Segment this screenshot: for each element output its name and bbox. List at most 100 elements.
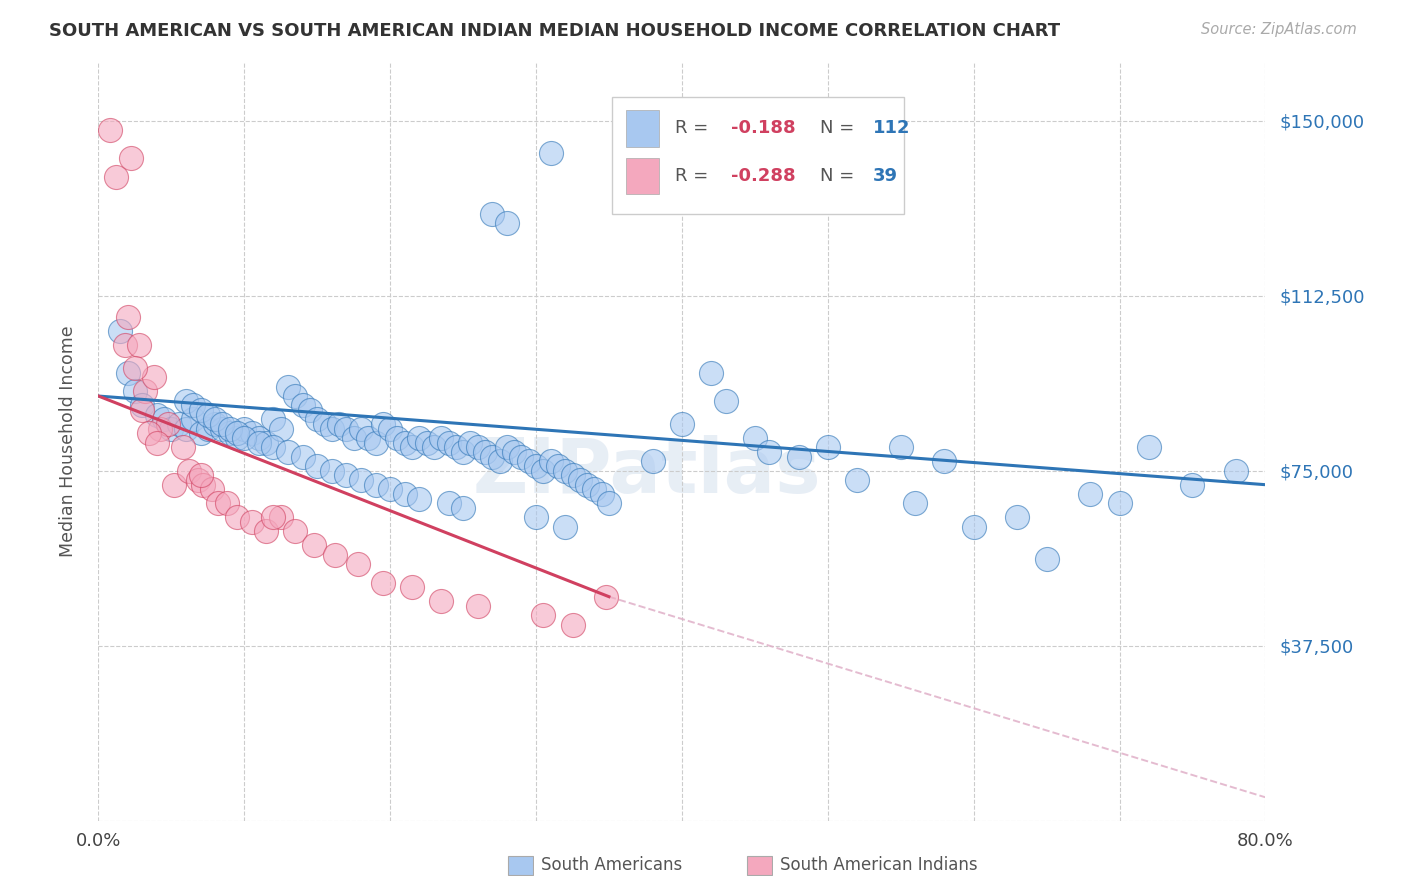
Point: [444, 441, 467, 455]
Point: [524, 510, 547, 524]
Point: [201, 483, 224, 497]
Point: [149, 422, 172, 436]
Point: [117, 310, 139, 324]
Text: South American Indians: South American Indians: [780, 856, 979, 874]
Point: [190, 468, 212, 483]
Point: [350, 422, 373, 436]
Point: [197, 422, 219, 436]
Point: [298, 403, 321, 417]
FancyBboxPatch shape: [626, 111, 658, 146]
Point: [496, 216, 519, 230]
Point: [146, 408, 169, 422]
Point: [364, 477, 387, 491]
Point: [451, 501, 474, 516]
Point: [1181, 477, 1204, 491]
Point: [371, 417, 394, 431]
Point: [247, 431, 270, 445]
Point: [561, 617, 583, 632]
Point: [1137, 441, 1160, 455]
FancyBboxPatch shape: [747, 855, 772, 875]
Point: [146, 435, 169, 450]
Point: [181, 412, 204, 426]
Point: [335, 422, 357, 436]
Point: [758, 445, 780, 459]
Point: [583, 483, 606, 497]
Point: [134, 384, 156, 399]
Point: [904, 496, 927, 510]
Point: [547, 458, 569, 473]
Y-axis label: Median Household Income: Median Household Income: [59, 326, 77, 558]
Point: [167, 417, 190, 431]
Point: [215, 496, 238, 510]
Point: [357, 431, 380, 445]
Point: [197, 408, 219, 422]
Point: [323, 548, 346, 562]
Point: [193, 477, 215, 491]
Point: [284, 524, 307, 539]
Point: [423, 441, 446, 455]
Point: [415, 435, 437, 450]
Point: [531, 608, 554, 623]
Point: [430, 594, 453, 608]
Point: [211, 417, 233, 431]
Point: [218, 422, 240, 436]
Point: [207, 496, 229, 510]
Point: [163, 477, 186, 491]
Point: [218, 426, 240, 441]
Point: [524, 458, 547, 473]
Point: [568, 473, 591, 487]
Point: [307, 458, 329, 473]
Point: [641, 454, 664, 468]
Point: [321, 422, 343, 436]
Point: [314, 417, 336, 431]
Point: [277, 380, 299, 394]
Point: [128, 337, 150, 351]
Point: [380, 422, 402, 436]
Text: 39: 39: [873, 167, 898, 186]
Point: [1035, 552, 1057, 566]
Point: [387, 431, 409, 445]
Point: [467, 441, 489, 455]
Point: [131, 403, 153, 417]
Point: [117, 366, 139, 380]
Point: [262, 441, 284, 455]
Point: [277, 445, 299, 459]
Point: [430, 431, 453, 445]
Point: [1108, 496, 1130, 510]
Point: [226, 510, 249, 524]
Point: [496, 441, 519, 455]
Point: [540, 146, 562, 161]
Point: [160, 422, 183, 436]
Text: ZIPatlas: ZIPatlas: [472, 435, 821, 508]
Point: [714, 393, 737, 408]
Point: [467, 599, 489, 613]
Point: [142, 370, 165, 384]
Point: [394, 487, 416, 501]
Point: [1007, 510, 1029, 524]
Point: [174, 422, 197, 436]
Point: [408, 491, 430, 506]
Point: [284, 389, 307, 403]
Point: [401, 580, 423, 594]
Point: [262, 412, 284, 426]
Point: [110, 324, 132, 338]
Point: [934, 454, 956, 468]
Text: SOUTH AMERICAN VS SOUTH AMERICAN INDIAN MEDIAN HOUSEHOLD INCOME CORRELATION CHAR: SOUTH AMERICAN VS SOUTH AMERICAN INDIAN …: [49, 22, 1060, 40]
Text: -0.188: -0.188: [731, 120, 796, 137]
Point: [240, 426, 263, 441]
Point: [531, 464, 554, 478]
Point: [187, 473, 209, 487]
Point: [540, 454, 562, 468]
Point: [451, 445, 474, 459]
Point: [254, 524, 277, 539]
Point: [595, 590, 617, 604]
Text: 112: 112: [873, 120, 911, 137]
Point: [510, 450, 533, 464]
Point: [817, 441, 839, 455]
Point: [846, 473, 869, 487]
Point: [700, 366, 723, 380]
Text: R =: R =: [675, 167, 714, 186]
Point: [744, 431, 766, 445]
Point: [153, 412, 176, 426]
Point: [401, 441, 423, 455]
